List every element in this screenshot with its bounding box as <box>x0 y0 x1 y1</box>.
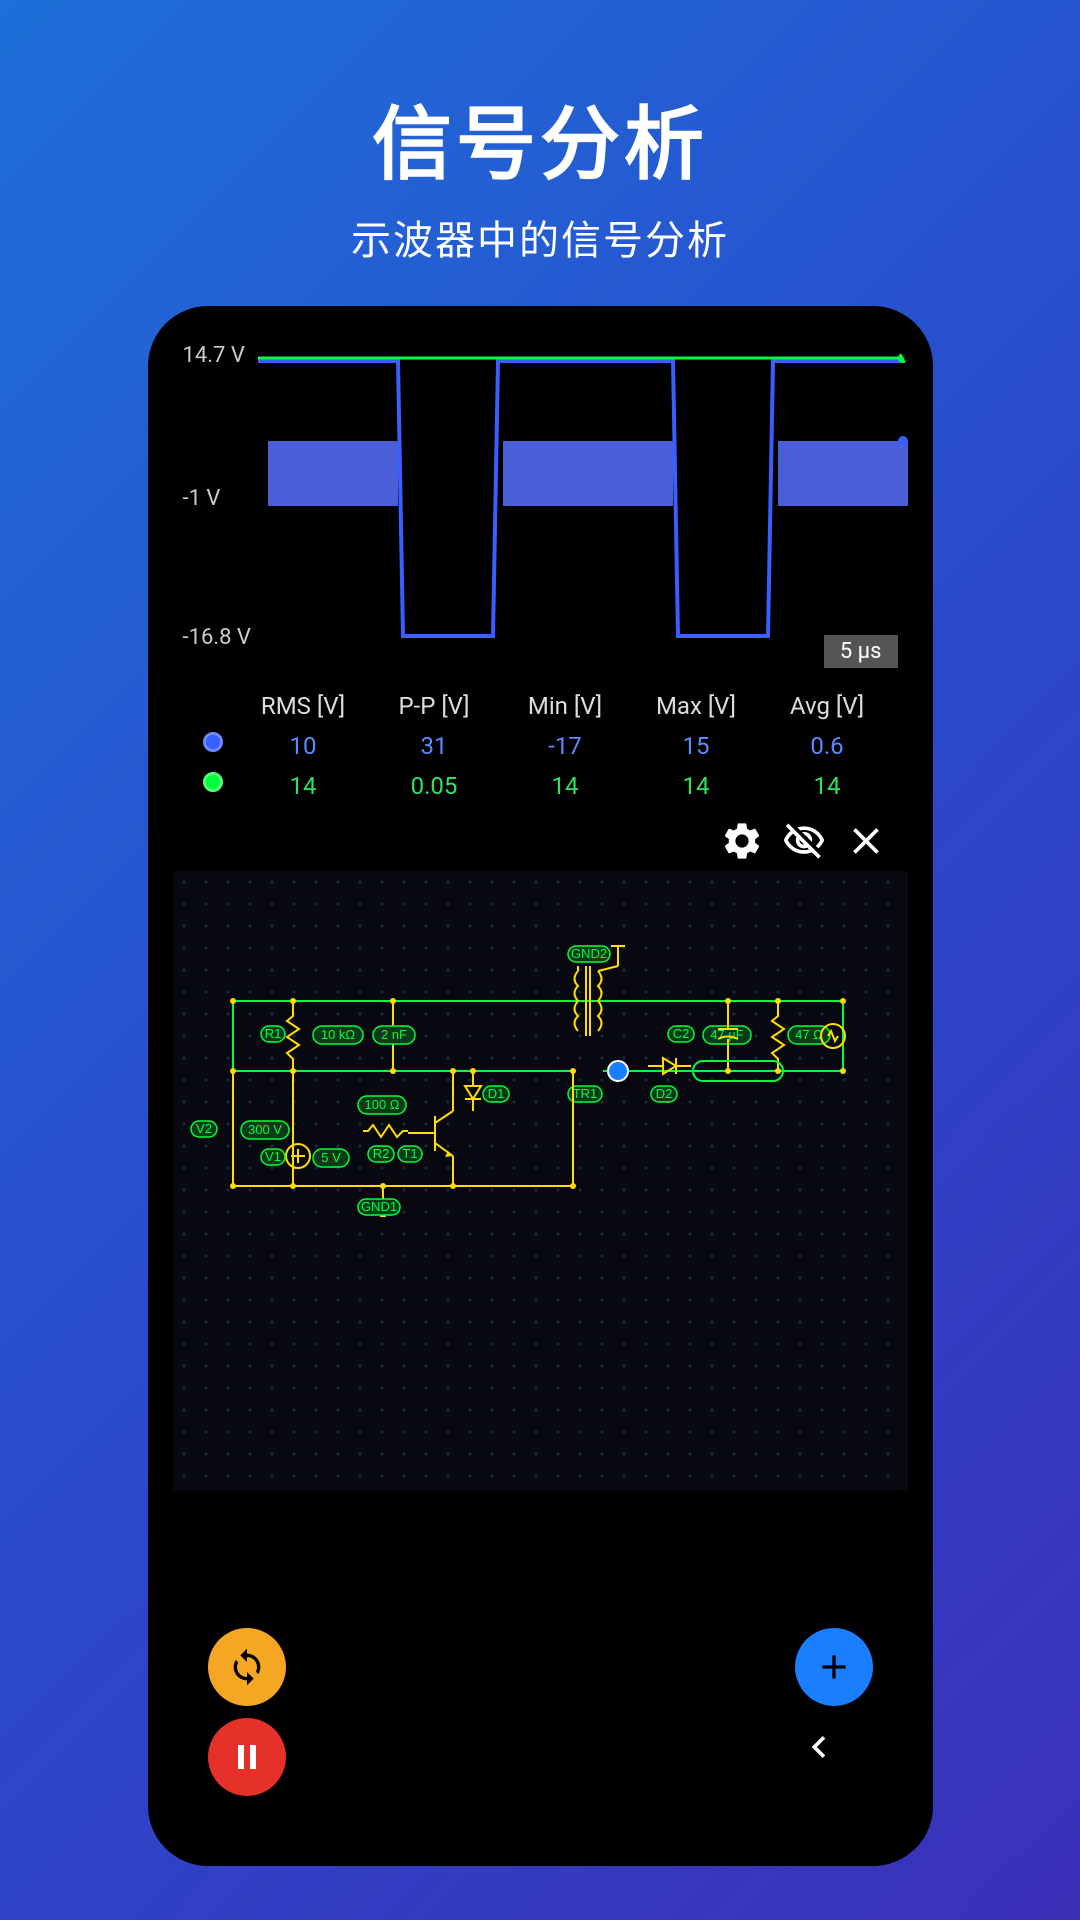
svg-text:10 kΩ: 10 kΩ <box>320 1027 355 1042</box>
refresh-button[interactable] <box>208 1628 286 1706</box>
y-label-min: -16.8 V <box>183 625 251 650</box>
col-rms: RMS [V] <box>238 692 369 720</box>
timebase-label: 5 µs <box>824 635 898 668</box>
circuit-toolbar <box>173 811 908 871</box>
svg-text:GND1: GND1 <box>360 1199 396 1214</box>
svg-text:GND2: GND2 <box>570 946 606 961</box>
stats-row-ch1[interactable]: 10 31 -17 15 0.6 <box>188 726 893 766</box>
waveform-canvas <box>258 336 908 676</box>
back-button[interactable] <box>780 1708 858 1786</box>
y-label-max: 14.7 V <box>183 343 245 368</box>
refresh-icon <box>227 1647 267 1687</box>
stats-header-row: RMS [V] P-P [V] Min [V] Max [V] Avg [V] <box>188 686 893 726</box>
chevron-left-icon <box>797 1725 841 1769</box>
screen: 14.7 V -1 V -16.8 V 5 µs <box>173 336 908 1836</box>
svg-text:V1: V1 <box>265 1149 281 1164</box>
promo-subtitle: 示波器中的信号分析 <box>351 208 729 266</box>
stats-row-ch2[interactable]: 14 0.05 14 14 14 <box>188 766 893 806</box>
col-min: Min [V] <box>500 692 631 720</box>
channel-blue-icon <box>203 732 223 752</box>
pause-icon <box>229 1739 265 1775</box>
plus-icon <box>814 1647 854 1687</box>
svg-text:2 nF: 2 nF <box>380 1027 406 1042</box>
channel-green-icon <box>203 772 223 792</box>
col-pp: P-P [V] <box>369 692 500 720</box>
svg-text:TR1: TR1 <box>572 1086 597 1101</box>
promo-title: 信号分析 <box>351 80 729 196</box>
pause-button[interactable] <box>208 1718 286 1796</box>
svg-text:300 V: 300 V <box>248 1122 282 1137</box>
svg-text:100 Ω: 100 Ω <box>364 1097 399 1112</box>
svg-text:R1: R1 <box>264 1026 281 1041</box>
visibility-off-icon[interactable] <box>782 819 826 863</box>
col-avg: Avg [V] <box>762 692 893 720</box>
col-max: Max [V] <box>631 692 762 720</box>
promo-header: 信号分析 示波器中的信号分析 <box>351 0 729 306</box>
circuit-canvas[interactable]: GND2 R1 10 kΩ <box>173 871 908 1491</box>
svg-text:D1: D1 <box>487 1086 504 1101</box>
svg-text:47 Ω: 47 Ω <box>795 1027 823 1042</box>
svg-text:C2: C2 <box>672 1026 689 1041</box>
stats-table: RMS [V] P-P [V] Min [V] Max [V] Avg [V] … <box>173 676 908 811</box>
oscilloscope[interactable]: 14.7 V -1 V -16.8 V 5 µs <box>173 336 908 676</box>
svg-text:R2: R2 <box>372 1146 389 1161</box>
fab-area <box>173 1626 908 1806</box>
y-label-mid: -1 V <box>183 486 221 511</box>
close-icon[interactable] <box>844 819 888 863</box>
svg-text:V2: V2 <box>196 1121 212 1136</box>
svg-text:D2: D2 <box>655 1086 672 1101</box>
settings-icon[interactable] <box>720 819 764 863</box>
add-button[interactable] <box>795 1628 873 1706</box>
svg-text:T1: T1 <box>402 1146 417 1161</box>
svg-text:5 V: 5 V <box>321 1150 341 1165</box>
phone-frame: 14.7 V -1 V -16.8 V 5 µs <box>148 306 933 1866</box>
